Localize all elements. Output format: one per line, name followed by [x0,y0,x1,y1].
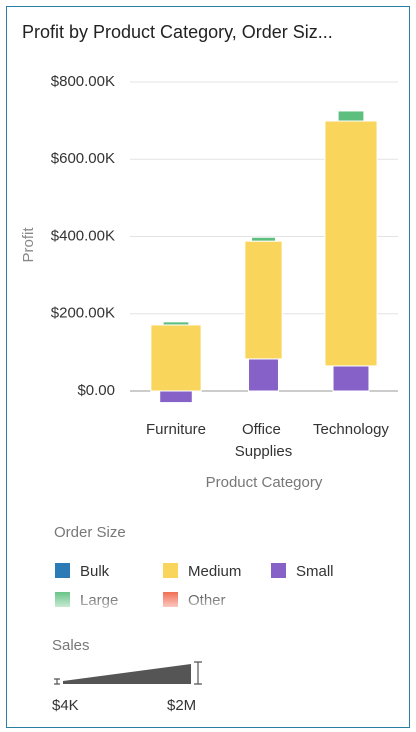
chart-title: Profit by Product Category, Order Siz... [22,22,333,42]
y-tick-label: $0.00 [77,382,115,399]
bar-segment [248,358,279,392]
legend-fade: Large Other [55,592,226,609]
size-legend-wedge [63,664,191,684]
legend-swatch [55,563,70,578]
x-tick-label: Office Supplies [235,421,293,460]
legend-label: Other [188,592,226,609]
bar-segment [162,321,190,326]
bar-segment [332,365,370,392]
bar-segment [251,236,276,242]
y-tick-label: $400.00K [51,227,115,244]
x-tick-label: Furniture [146,421,206,438]
legend-swatch [271,563,286,578]
size-legend-max-marker [194,661,202,685]
bar-segment [337,110,365,122]
size-legend-title: Sales [52,637,90,654]
size-legend-min: $4K [52,697,79,714]
size-legend-min-marker [54,678,60,685]
x-axis-title: Product Category [206,474,323,491]
y-tick-label: $200.00K [51,305,115,322]
bar-segment [244,240,283,360]
legend-swatch [55,592,70,607]
legend-swatch [163,563,178,578]
bar-segment [150,324,202,392]
legend-label: Medium [188,563,241,580]
legend-swatch [163,592,178,607]
y-tick-label: $600.00K [51,150,115,167]
x-tick-label: Technology [313,421,389,438]
size-legend-max: $2M [167,697,196,714]
legend-title: Order Size [54,524,126,541]
legend-label: Large [80,592,118,609]
y-tick-label: $800.00K [51,73,115,90]
bar-segment [159,390,193,404]
legend-label: Bulk [80,563,110,580]
bar-segment [324,120,378,367]
y-axis-title: Profit [20,227,37,263]
legend-label: Small [296,563,334,580]
